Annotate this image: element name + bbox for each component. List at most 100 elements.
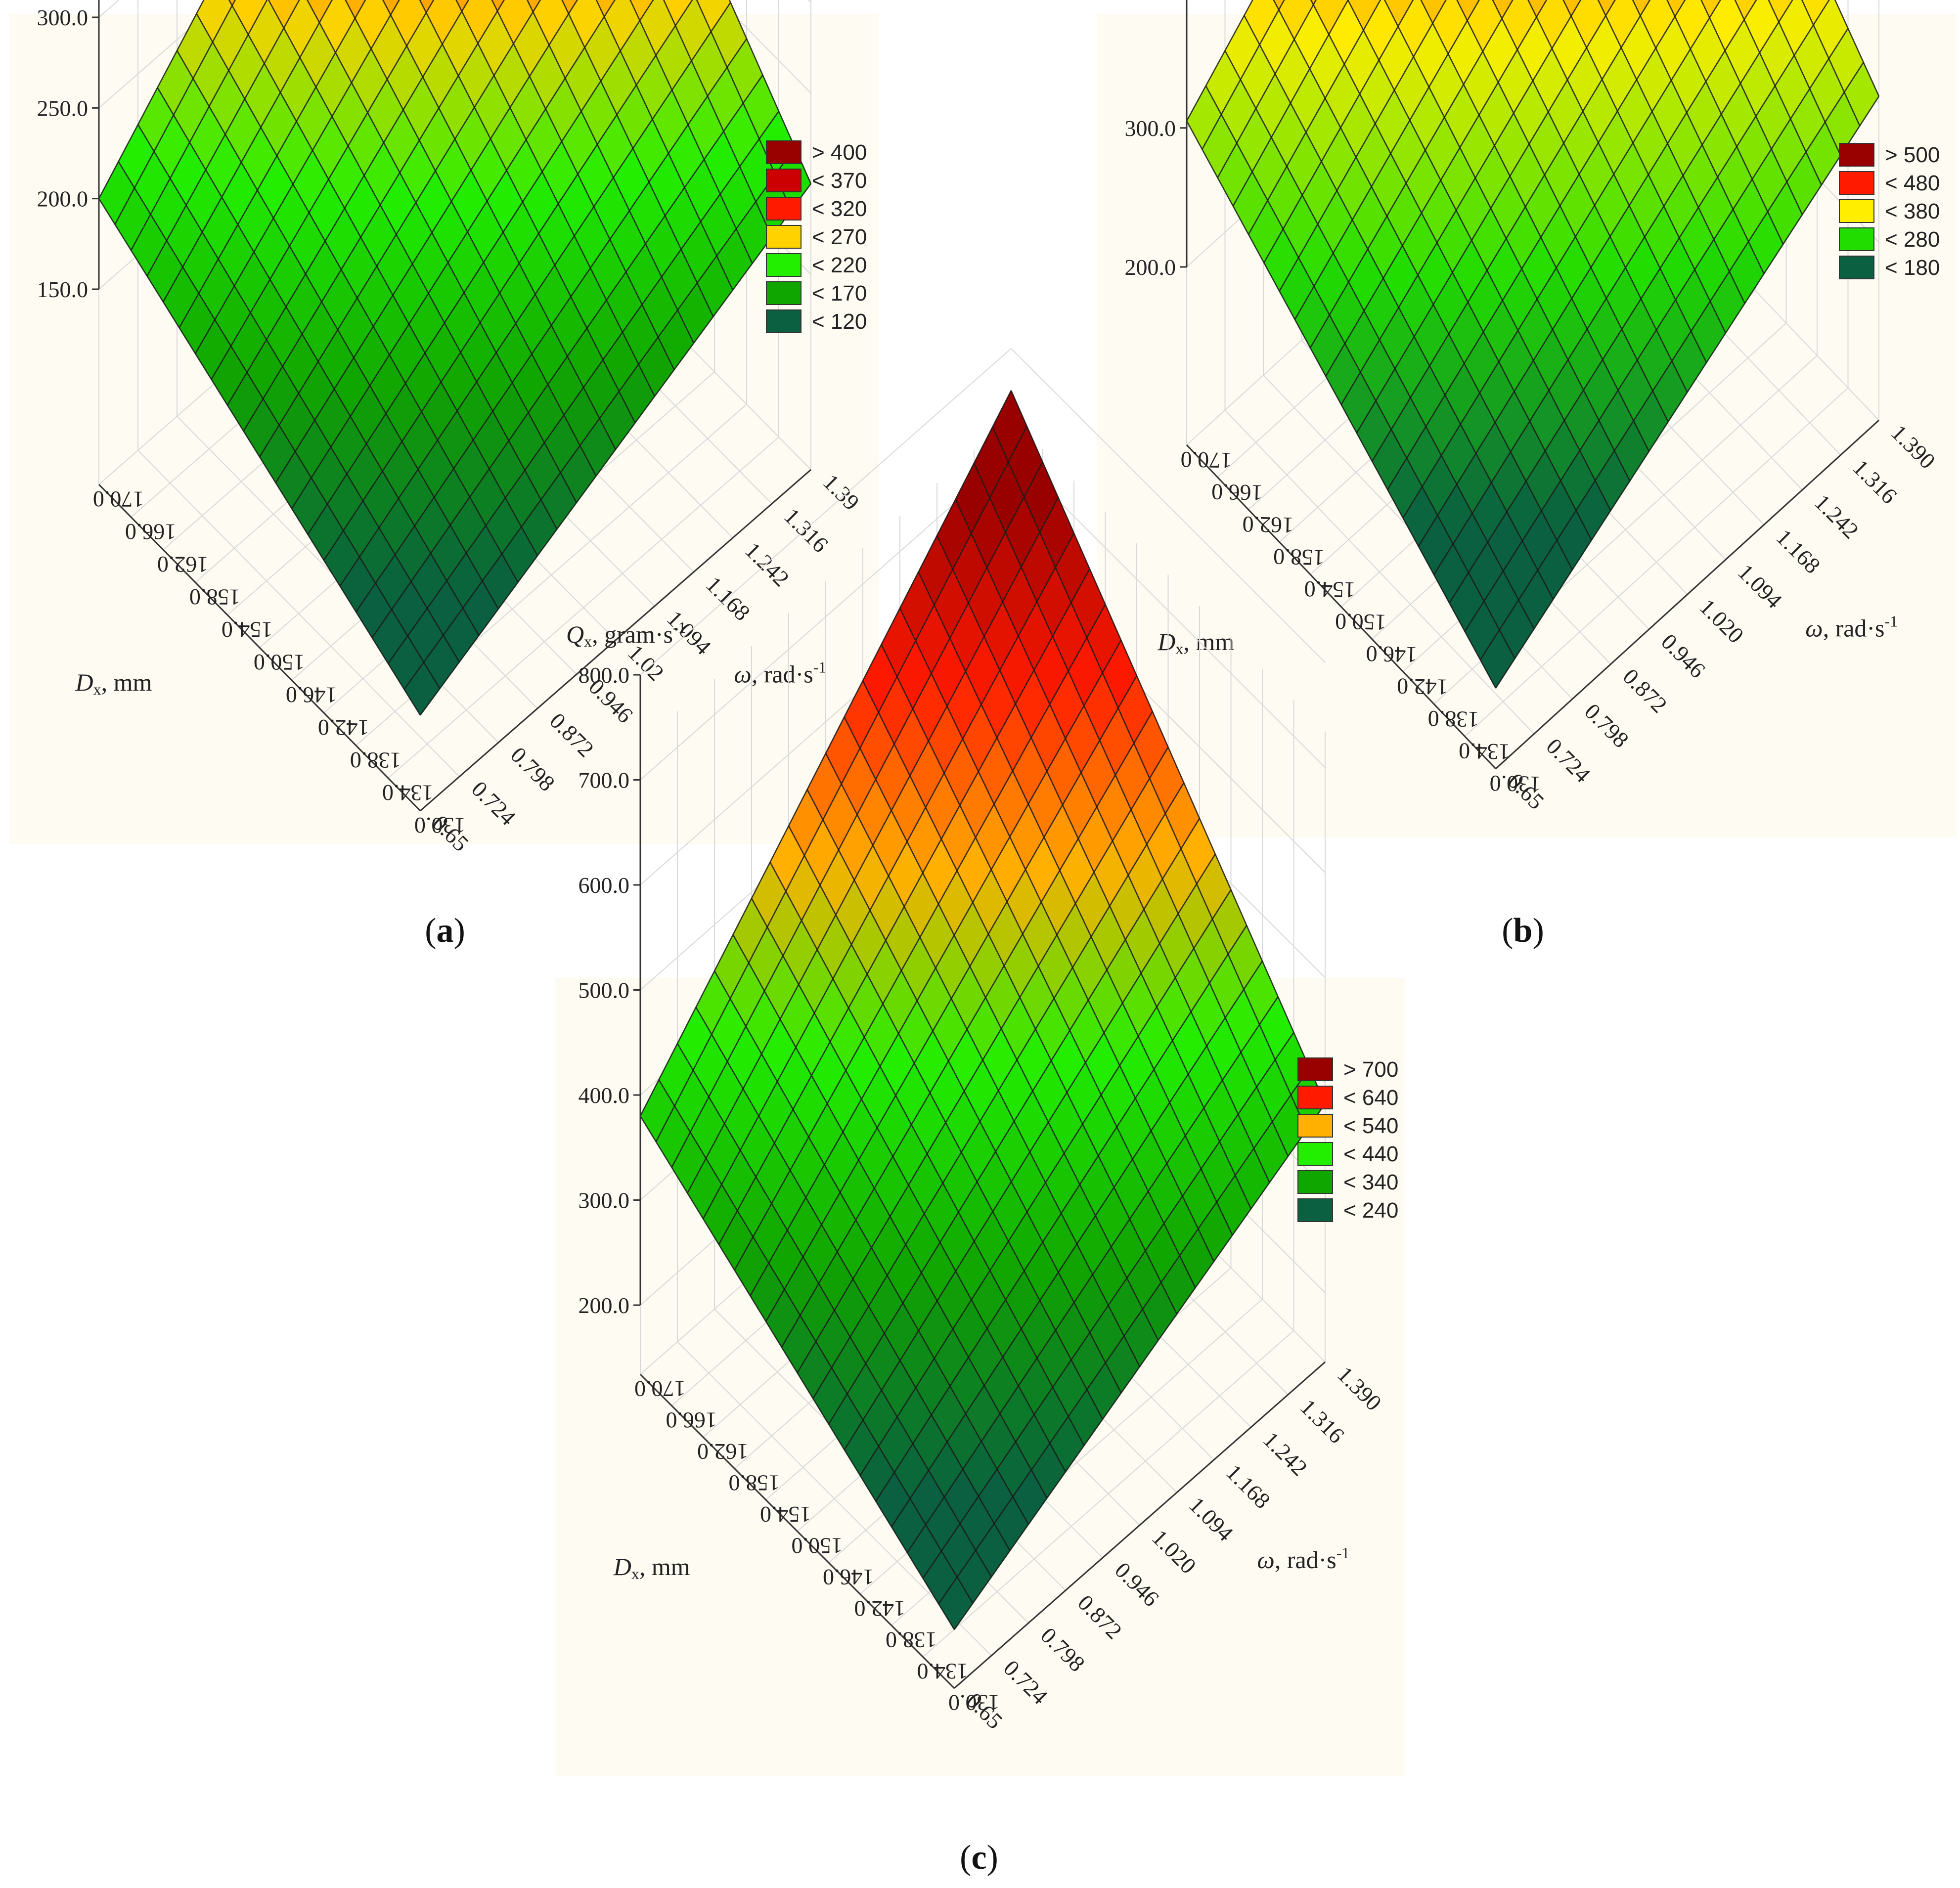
- legend-label: < 220: [812, 253, 867, 277]
- mesh-line: [973, 463, 1289, 1157]
- mesh-line: [1263, 0, 1414, 263]
- mesh-line: [918, 571, 1233, 1235]
- legend-label: > 400: [812, 140, 867, 165]
- surface-cell: [1701, 0, 1721, 19]
- legend-label: < 270: [812, 225, 867, 249]
- surface-cell: [382, 0, 400, 16]
- mesh-line: [595, 0, 734, 291]
- mesh-line: [663, 0, 773, 237]
- x-tick-label: 154.0: [1304, 576, 1356, 603]
- legend-label: > 700: [1343, 1057, 1398, 1082]
- z-tick-label: 300.0: [579, 1188, 630, 1213]
- mesh-line: [825, 753, 1141, 1367]
- z-tick-label: 200.0: [579, 1293, 630, 1318]
- mesh-line: [718, 568, 1090, 1245]
- x-tick-label: 154.0: [222, 617, 273, 643]
- mesh-line: [146, 0, 300, 277]
- x-tick-label: 130.0: [414, 813, 466, 838]
- surface-cell: [1492, 0, 1513, 19]
- x-tick-label: 134.0: [917, 1659, 969, 1684]
- y-axis-line: [420, 469, 811, 812]
- mesh-line: [1666, 0, 1784, 245]
- mesh-line: [687, 497, 1059, 1193]
- mesh-line: [1492, 0, 1688, 393]
- mesh-line: [211, 0, 435, 380]
- legend-label: < 240: [1343, 1198, 1398, 1223]
- surface-mesh: [1186, 0, 1880, 689]
- mesh-line: [728, 0, 812, 184]
- mesh-line: [114, 0, 236, 225]
- x-tick-label: 166.0: [666, 1408, 717, 1433]
- mesh-line: [844, 716, 1159, 1341]
- legend-swatch: [766, 225, 802, 249]
- x-tick-label: 162.0: [697, 1439, 749, 1464]
- mesh-line: [765, 675, 1138, 1322]
- legend-swatch: [1839, 227, 1874, 251]
- x-tick-label: 166.0: [125, 519, 177, 545]
- mesh-line: [1632, 0, 1765, 274]
- panel-caption: (b): [1502, 912, 1544, 950]
- mesh-line: [1325, 0, 1548, 377]
- surface-cell: [1735, 0, 1757, 20]
- legend-swatch: [1839, 171, 1874, 195]
- mesh-line: [696, 0, 792, 211]
- legend-label: < 320: [812, 197, 867, 221]
- chart-panel-b: 200.0300.0400.0500.0600.0170.0166.0162.0…: [1097, 0, 1957, 950]
- mesh-line: [1801, 0, 1861, 127]
- mesh-line: [98, 0, 205, 199]
- mesh-line: [936, 535, 1252, 1209]
- x-tick-label: 130.0: [1489, 771, 1541, 797]
- mesh-line: [561, 0, 714, 317]
- floor-grid-line: [137, 450, 460, 777]
- x-axis-title: Dx, mm: [75, 668, 152, 698]
- surface-cell: [228, 0, 236, 6]
- surface-cell: [1273, 0, 1285, 10]
- x-tick-label: 154.0: [760, 1502, 811, 1527]
- mesh-line: [1768, 0, 1841, 156]
- x-axis-line: [639, 1373, 955, 1689]
- mesh-line: [734, 604, 1106, 1271]
- legend-swatch: [1297, 1086, 1333, 1109]
- x-tick-label: 150.0: [1335, 609, 1387, 635]
- z-tick-label: 400.0: [1125, 0, 1176, 2]
- mesh-line: [1186, 0, 1253, 122]
- x-tick-label: 146.0: [286, 682, 337, 708]
- x-axis-title: Dx, mm: [1157, 628, 1234, 658]
- mesh-line: [1010, 390, 1326, 1104]
- x-tick-label: 162.0: [157, 552, 209, 577]
- mesh-line: [1597, 0, 1745, 304]
- mesh-line: [491, 0, 675, 370]
- z-tick-label: 250.0: [37, 95, 89, 121]
- legend-label: < 120: [812, 309, 867, 334]
- mesh-line: [992, 426, 1307, 1131]
- mesh-line: [639, 390, 1012, 1117]
- mesh-line: [419, 0, 636, 424]
- mesh-line: [781, 711, 1153, 1348]
- x-tick-label: 158.0: [729, 1471, 780, 1496]
- surface-cell: [562, 0, 578, 14]
- mesh-line: [750, 640, 1122, 1296]
- legend: > 400 < 370 < 320 < 270 < 220 < 170 < 120: [766, 140, 867, 334]
- legend-label: < 180: [1885, 256, 1940, 280]
- legend-swatch: [766, 309, 802, 333]
- legend-label: < 170: [812, 281, 867, 306]
- legend-label: < 340: [1343, 1170, 1398, 1194]
- mesh-line: [655, 426, 1027, 1142]
- x-tick-label: 138.0: [886, 1627, 937, 1653]
- mesh-line: [130, 0, 268, 251]
- surface-cell: [345, 0, 366, 19]
- surface-cell: [1528, 0, 1547, 18]
- x-tick-label: 134.0: [382, 780, 434, 806]
- y-axis-title: ω, rad·s-1: [1257, 1544, 1350, 1574]
- chart-panel-c: 200.0 300.0 400.0 500.0 600.0 700.0 800.0 170.0…: [555, 348, 1405, 1877]
- x-tick-label: 130.0: [948, 1690, 1000, 1715]
- x-tick-label: 146.0: [823, 1565, 874, 1590]
- legend: > 500 < 480 < 380 < 280 < 180: [1839, 143, 1940, 280]
- legend-swatch: [1839, 143, 1874, 167]
- legend-swatch: [1297, 1114, 1333, 1138]
- legend-label: < 640: [1343, 1086, 1398, 1110]
- response-surface: [1186, 0, 1879, 689]
- z-tick-label: 500.0: [579, 978, 630, 1003]
- mesh-line: [862, 680, 1178, 1315]
